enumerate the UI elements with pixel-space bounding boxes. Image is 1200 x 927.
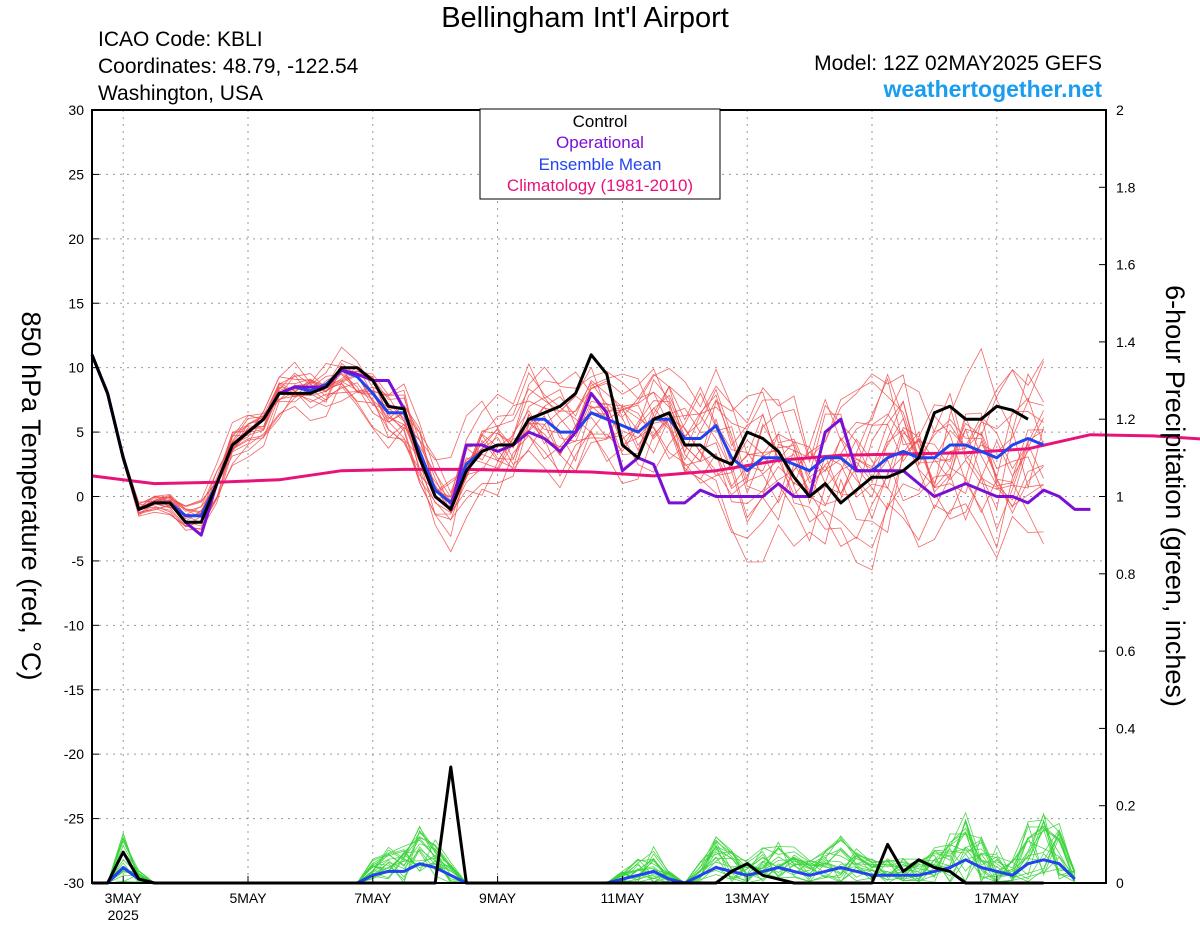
legend-operational: Operational — [556, 133, 644, 152]
ensemble-temp-line — [91, 353, 1044, 527]
right-tick-label: 0.2 — [1116, 798, 1136, 814]
left-tick-label: 20 — [68, 231, 84, 247]
left-tick-label: -10 — [64, 617, 84, 633]
x-tick-label: 3MAY — [105, 890, 143, 906]
chart-title: Bellingham Int'l Airport — [441, 2, 729, 34]
left-tick-label: -15 — [64, 682, 84, 698]
right-axis-label: 6-hour Precipitation (green, inches) — [1160, 285, 1190, 707]
control-precipitation-line — [92, 765, 1044, 885]
x-tick-sublabel: 2025 — [108, 907, 139, 923]
ensemble-temp-line — [91, 355, 1044, 559]
x-tick-label: 7MAY — [354, 890, 392, 906]
model-run: Model: 12Z 02MAY2025 GEFS — [814, 52, 1102, 75]
x-tick-label: 5MAY — [229, 890, 267, 906]
left-tick-label: 10 — [68, 360, 84, 376]
ensemble-temp-line — [91, 346, 1044, 545]
right-tick-label: 0.4 — [1116, 720, 1136, 736]
left-tick-label: 15 — [68, 295, 84, 311]
right-tick-label: 0 — [1116, 875, 1124, 891]
right-tick-label: 0.6 — [1116, 643, 1136, 659]
right-tick-label: 2 — [1116, 102, 1124, 118]
x-tick-label: 13MAY — [725, 890, 771, 906]
x-tick-label: 9MAY — [479, 890, 517, 906]
legend: Control Operational Ensemble Mean Climat… — [479, 108, 721, 200]
x-tick-label: 15MAY — [850, 890, 896, 906]
right-tick-label: 1.8 — [1116, 179, 1136, 195]
legend-ensemble-mean: Ensemble Mean — [539, 155, 662, 174]
legend-climatology: Climatology (1981-2010) — [507, 176, 693, 195]
left-axis-ticks: -30 -25 -20 -15 -10 -5 0 5 10 15 20 25 30 — [64, 102, 99, 891]
left-tick-label: 5 — [76, 424, 84, 440]
right-tick-label: 0.8 — [1116, 566, 1136, 582]
ensemble-precip-line — [92, 827, 1076, 884]
ensemble-temp-line — [91, 353, 1044, 539]
x-tick-label: 11MAY — [600, 890, 644, 906]
coordinates: Coordinates: 48.79, -122.54 — [98, 55, 359, 78]
ensemble-temp-members — [91, 346, 1044, 571]
operational-temperature-line — [90, 354, 1091, 537]
icao-code: ICAO Code: KBLI — [98, 28, 263, 51]
ensemble-temp-line — [91, 353, 1044, 543]
control-temperature-line — [90, 353, 1029, 524]
left-tick-label: 30 — [68, 102, 84, 118]
left-tick-label: -5 — [72, 553, 85, 569]
series-lines — [90, 353, 1200, 885]
climatology-temperature-line — [91, 433, 1200, 486]
left-tick-label: 0 — [76, 489, 84, 505]
left-axis-label: 850 hPa Temperature (red, °C) — [16, 312, 46, 681]
ensemble-temp-line — [91, 353, 1044, 521]
ensemble-temp-line — [91, 356, 1044, 512]
gridlines — [92, 110, 1106, 883]
right-axis-ticks: 0 0.2 0.4 0.6 0.8 1 1.2 1.4 1.6 1.8 2 — [1099, 102, 1136, 891]
right-tick-label: 1.4 — [1116, 334, 1136, 350]
left-tick-label: -25 — [64, 811, 84, 827]
left-tick-label: -30 — [64, 875, 84, 891]
legend-control: Control — [573, 112, 628, 131]
left-tick-label: 25 — [68, 166, 84, 182]
site-link[interactable]: weathertogether.net — [883, 76, 1102, 102]
left-tick-label: -20 — [64, 746, 84, 762]
right-tick-label: 1.6 — [1116, 257, 1136, 273]
right-tick-label: 1 — [1116, 489, 1124, 505]
ensemble-temp-line — [91, 355, 1044, 520]
right-tick-label: 1.2 — [1116, 411, 1136, 427]
x-tick-label: 17MAY — [974, 890, 1020, 906]
region: Washington, USA — [98, 82, 263, 105]
legend-box — [479, 108, 721, 200]
ensemble-temp-line — [91, 347, 1044, 519]
